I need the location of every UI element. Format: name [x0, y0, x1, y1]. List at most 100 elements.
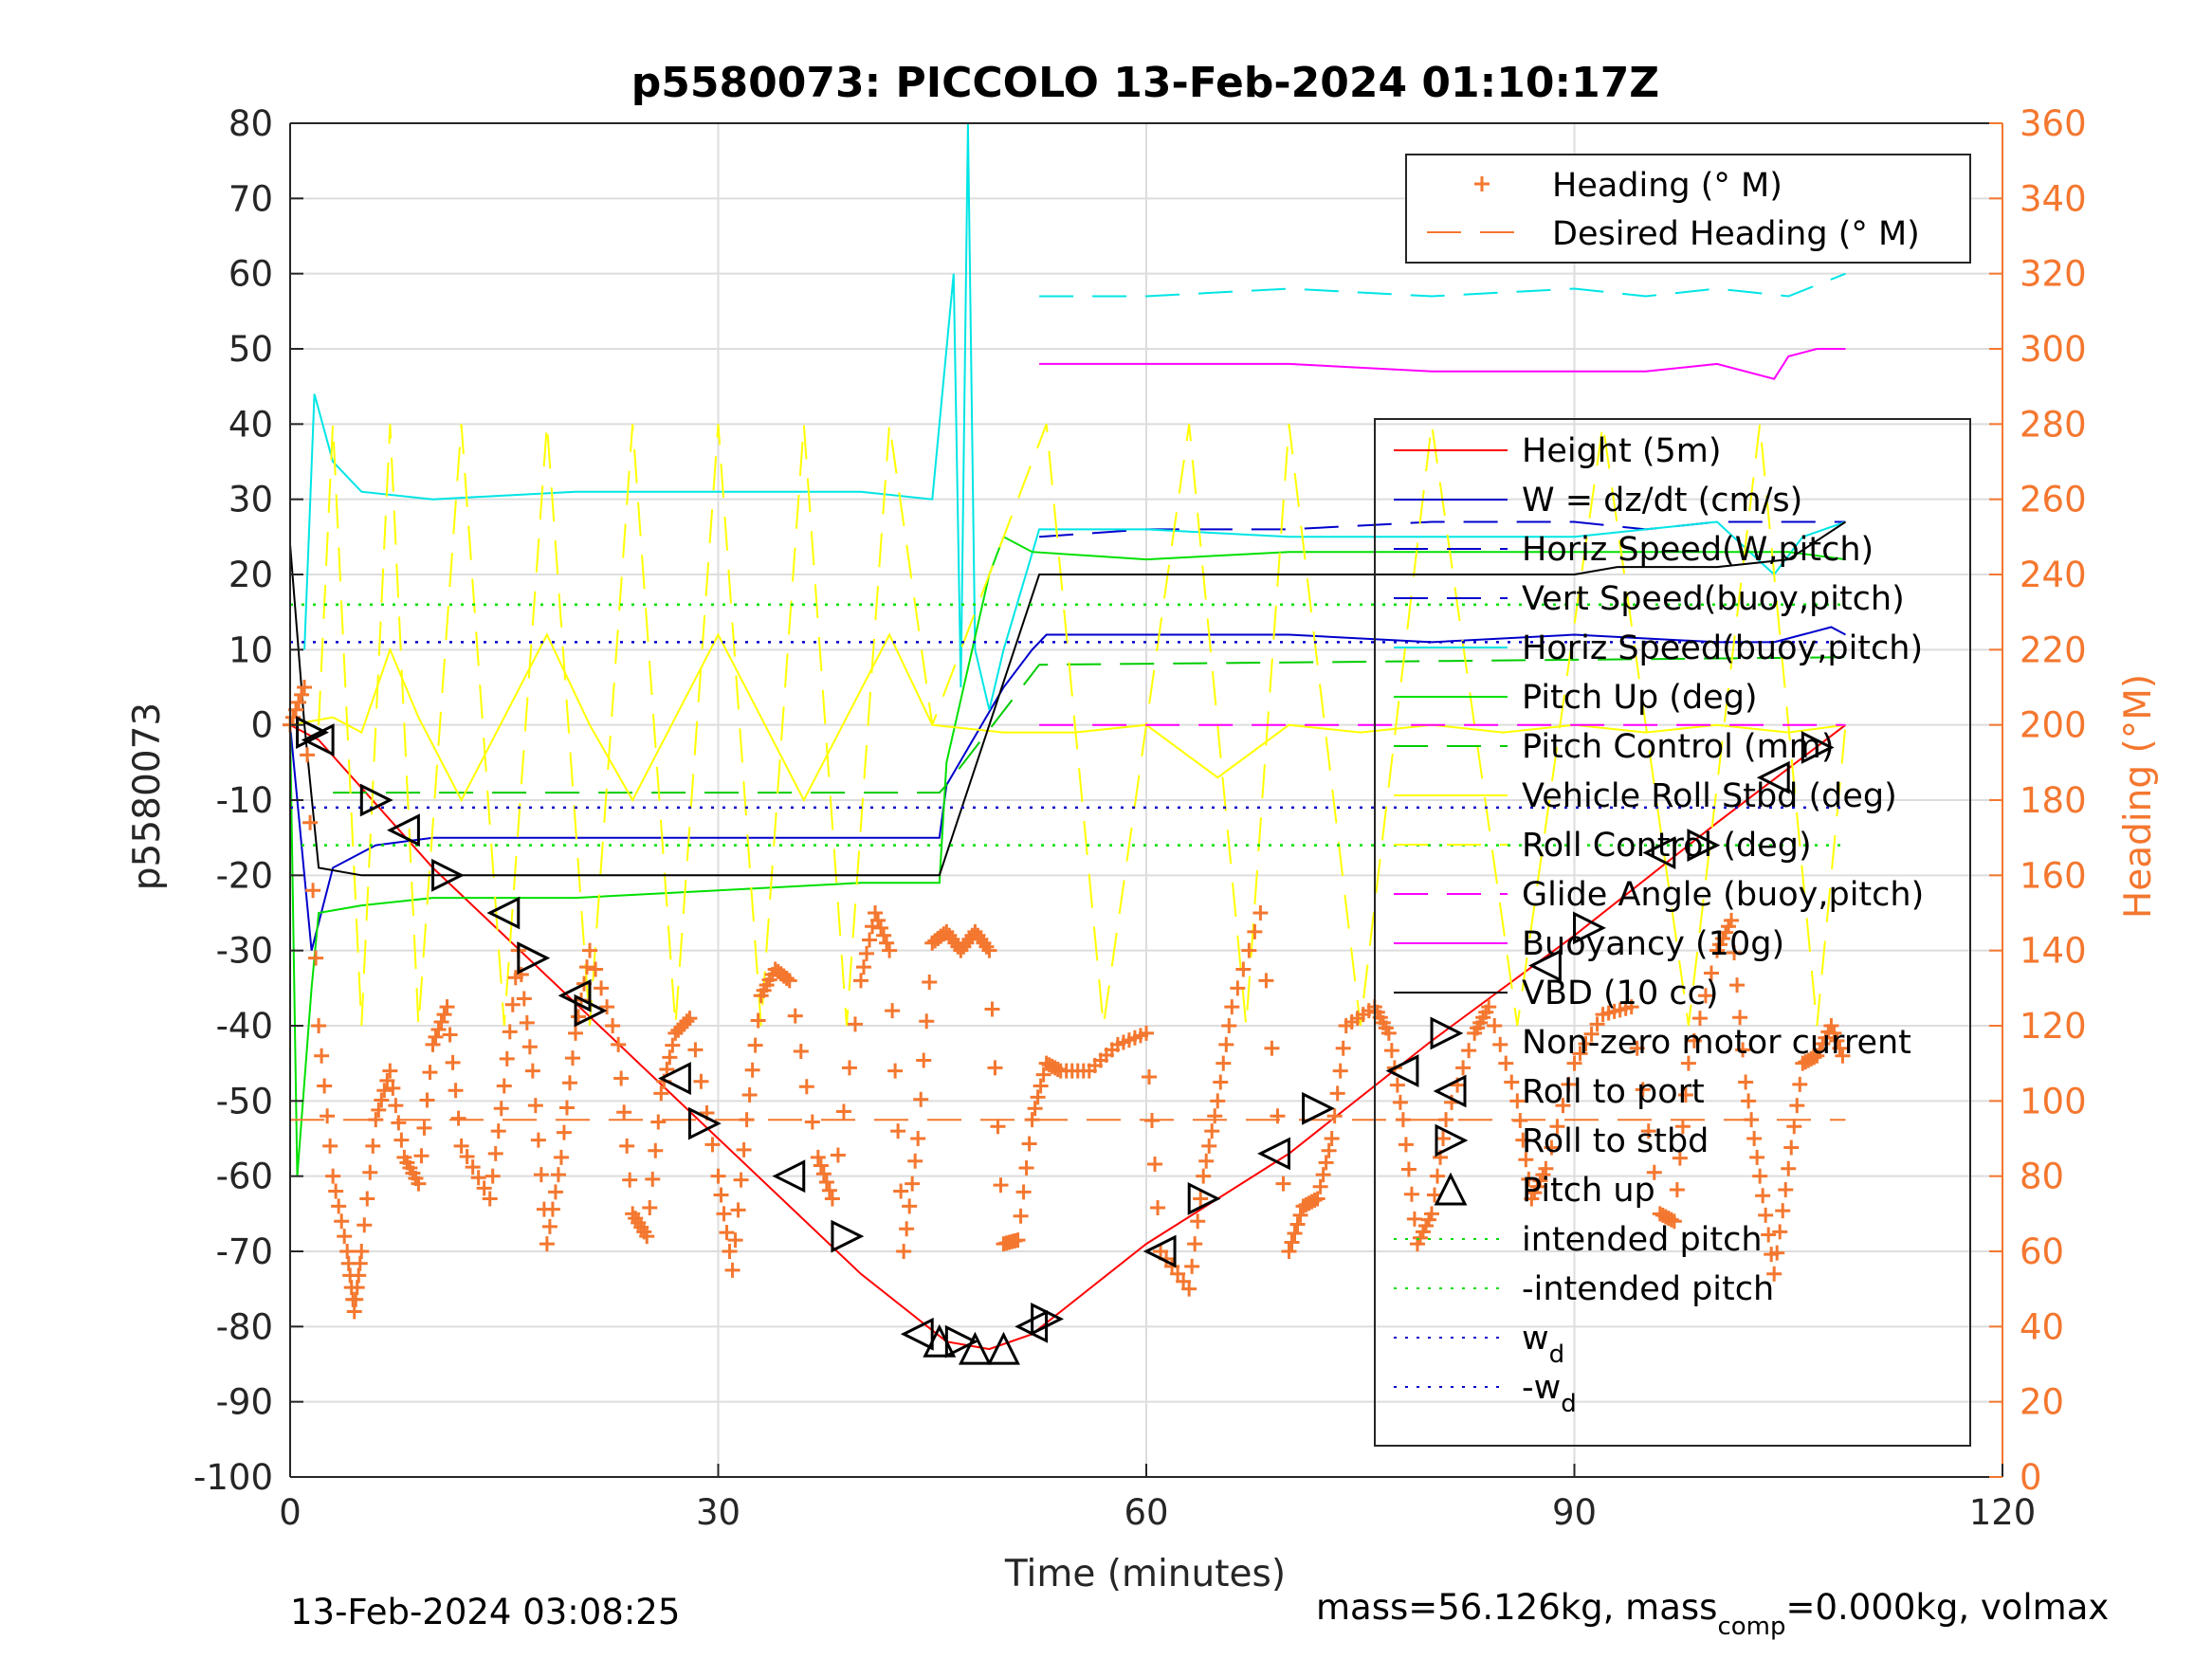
heading-point	[873, 920, 889, 936]
heading-point	[1775, 1203, 1791, 1219]
heading-point	[1732, 1010, 1748, 1026]
heading-point	[1324, 1131, 1340, 1146]
heading-point	[856, 959, 872, 975]
y-tick-label: 10	[229, 629, 273, 670]
y-tick-label: 40	[229, 404, 273, 445]
roll-to-stbd-marker	[1302, 1091, 1335, 1125]
heading-point	[885, 1003, 901, 1019]
legend-label-vert-speed-buoy-pitch: Vert Speed(buoy,pitch)	[1522, 580, 1905, 618]
y2-tick-label: 40	[2020, 1306, 2064, 1347]
series-height-5m	[289, 723, 1847, 1351]
heading-point	[1778, 1181, 1794, 1197]
heading-point	[1680, 1055, 1696, 1071]
heading-point	[1218, 1036, 1234, 1052]
heading-point	[648, 1142, 664, 1158]
heading-point	[568, 1025, 583, 1041]
y-tick-label: 70	[229, 178, 273, 219]
legend-label-pitch-up: Pitch up	[1522, 1172, 1655, 1210]
footer-mass: mass=56.126kg, masscomp=0.000kg, volmax	[1316, 1587, 2109, 1641]
heading-point	[1741, 1093, 1757, 1109]
heading-point	[984, 1001, 1000, 1017]
heading-point	[824, 1191, 840, 1207]
roll-to-stbd-marker	[574, 994, 608, 1028]
heading-point	[870, 912, 887, 928]
heading-point	[553, 1149, 569, 1165]
heading-point	[1329, 1085, 1345, 1102]
heading-point	[1509, 1093, 1526, 1109]
y2-tick-label: 220	[2020, 629, 2087, 670]
roll-to-stbd-marker	[1031, 1302, 1065, 1336]
y-tick-label: 50	[229, 329, 273, 370]
heading-point	[619, 1138, 635, 1154]
heading-point	[835, 1103, 851, 1120]
roll-to-stbd-marker	[1573, 911, 1606, 945]
heading-point	[739, 1112, 755, 1128]
heading-point	[1518, 1152, 1534, 1168]
legend-sample-roll-to-stbd	[1435, 1123, 1469, 1158]
legend-label-neg-w-d: -wd	[1522, 1369, 1577, 1418]
heading-point	[1672, 1150, 1688, 1166]
heading-point	[334, 1213, 350, 1230]
footer-mass-pre: mass=56.126kg, mass	[1316, 1587, 1717, 1628]
heading-point	[1635, 1082, 1651, 1098]
heading-point	[527, 1098, 543, 1114]
heading-point	[1270, 1108, 1286, 1124]
heading-point	[1326, 1108, 1343, 1124]
heading-point	[913, 1091, 929, 1107]
heading-point	[896, 1244, 912, 1259]
heading-point	[1315, 1167, 1331, 1183]
heading-point	[645, 1171, 661, 1187]
heading-point	[1578, 1036, 1594, 1052]
series-vert-speed-buoy-pitch	[1039, 272, 1846, 298]
heading-point	[1481, 999, 1497, 1015]
heading-point	[1210, 1093, 1226, 1109]
legend-label-subscript: d	[1549, 1340, 1565, 1369]
legend-label-roll-to-port: Roll to port	[1522, 1073, 1705, 1111]
heading-point	[1033, 1078, 1049, 1094]
y2-tick-label: 240	[2020, 555, 2087, 595]
legend-label-glide-angle-buoy-pitch: Glide Angle (buoy,pitch)	[1522, 876, 1924, 914]
y2-tick-label: 360	[2020, 103, 2087, 144]
roll-to-port-marker	[900, 1317, 934, 1351]
heading-point	[561, 1075, 577, 1091]
legend-top-box	[1405, 154, 1971, 264]
heading-point	[1213, 1074, 1229, 1090]
heading-point	[365, 1138, 381, 1154]
heading-point	[368, 1112, 384, 1128]
y2-tick-label: 80	[2020, 1157, 2064, 1197]
legend-label-subscript: d	[1561, 1390, 1577, 1418]
heading-point	[1498, 1055, 1514, 1071]
heading-point	[1766, 1266, 1782, 1282]
heading-point	[1247, 923, 1263, 939]
heading-point	[465, 1159, 481, 1176]
roll-to-stbd-marker	[517, 941, 551, 975]
heading-point	[1792, 1076, 1808, 1092]
roll-to-stbd-marker	[359, 783, 393, 817]
heading-point	[1187, 1236, 1203, 1252]
heading-point	[704, 1137, 721, 1153]
heading-point	[1406, 1211, 1422, 1227]
legend-label-horiz-speed-w-pitch: Horiz Speed(W,pitch)	[1522, 531, 1874, 569]
heading-point	[1769, 1245, 1785, 1261]
heading-point	[1663, 1212, 1679, 1228]
heading-point	[1144, 1112, 1161, 1128]
y-tick-label: 60	[229, 254, 273, 295]
heading-point	[502, 1024, 518, 1040]
heading-point	[1027, 1101, 1043, 1117]
heading-point	[450, 1110, 466, 1126]
legend-label-pitch-control-mm: Pitch Control (mm)	[1522, 728, 1834, 766]
heading-point	[328, 1183, 344, 1199]
y-tick-label: 30	[229, 480, 273, 520]
heading-point	[1674, 1119, 1691, 1135]
heading-point	[813, 1158, 829, 1174]
heading-point	[1549, 1119, 1565, 1135]
heading-point	[1258, 973, 1274, 989]
y-tick-label: 0	[250, 705, 273, 746]
heading-point	[916, 1052, 932, 1068]
series-vehicle-roll-stbd-deg	[289, 632, 1846, 803]
legend-label-base: -w	[1522, 1369, 1561, 1407]
legend-heading-label: Heading (° M)	[1552, 167, 1782, 205]
heading-point	[616, 1104, 632, 1121]
heading-point	[893, 1183, 909, 1199]
heading-point	[496, 1078, 512, 1094]
